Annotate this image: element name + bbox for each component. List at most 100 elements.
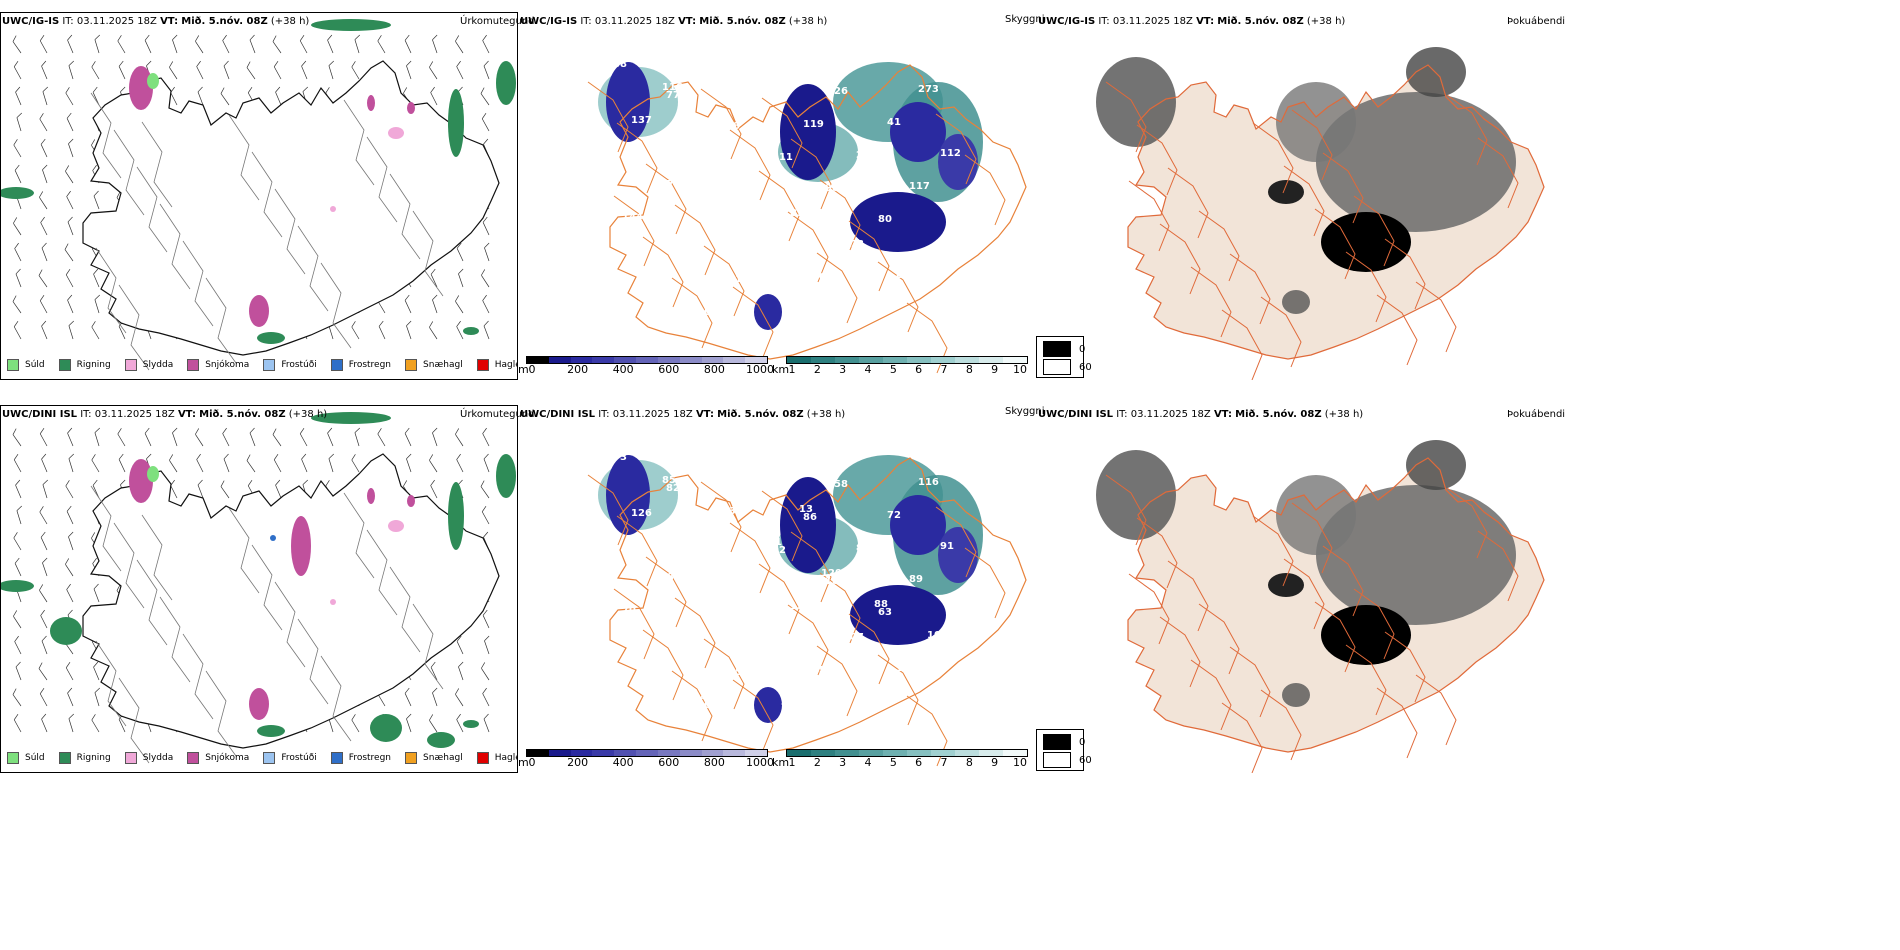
road-line <box>1190 266 1232 338</box>
road-line <box>613 195 655 267</box>
colorbar-cell <box>787 357 811 363</box>
wind-barb <box>272 428 282 447</box>
road-line <box>729 522 771 594</box>
wind-barb <box>68 453 75 473</box>
fog-legend: 0 60 <box>1036 336 1092 378</box>
river-line <box>95 640 127 727</box>
cloud-base-label: 13 <box>799 504 813 515</box>
wind-barb <box>246 61 256 80</box>
low-cloud-area <box>850 192 946 252</box>
cloud-base-label: 70 <box>622 605 636 616</box>
river-line <box>320 262 352 349</box>
road-line <box>703 638 745 710</box>
colorbar-cell <box>787 750 811 756</box>
road-line <box>1376 687 1418 759</box>
river-line <box>274 581 306 668</box>
wind-barb <box>484 242 490 262</box>
road-line <box>1314 601 1356 673</box>
wind-barb <box>40 216 48 236</box>
cloud-base-label: 137 <box>640 661 661 672</box>
low-cloud-area <box>890 102 946 162</box>
rain-area <box>427 732 455 748</box>
wind-barb <box>196 453 204 473</box>
wind-barb <box>39 295 48 314</box>
wind-barb <box>351 61 360 80</box>
cloud-base-label: 273 <box>918 84 939 95</box>
cloud-base-label: 85 <box>812 665 826 676</box>
fog-map <box>1096 440 1545 773</box>
wind-barb <box>430 661 438 681</box>
it-label: IT: <box>1098 16 1110 27</box>
wind-barb <box>39 506 48 525</box>
legend-item: Snjókoma <box>187 359 249 371</box>
colorbar-cell <box>907 357 931 363</box>
cloud-base-label: 77 <box>666 90 680 101</box>
road-line <box>1415 674 1457 746</box>
legend-item: Haglél <box>476 752 517 764</box>
wind-barb <box>483 713 490 733</box>
it-value: 03.11.2025 18Z <box>76 16 157 27</box>
legend-item: Rigning <box>58 359 111 371</box>
wind-barb <box>68 320 75 340</box>
legend-swatch <box>476 359 489 371</box>
legend-swatch <box>7 752 19 764</box>
fog-legend: 0 60 <box>1036 729 1092 771</box>
road-line <box>616 122 658 194</box>
cloud-base-label: 95 <box>728 667 742 678</box>
wind-barb <box>482 427 490 447</box>
snow-area <box>407 102 415 114</box>
river-line <box>412 210 444 297</box>
road-line <box>1446 487 1488 559</box>
river-line <box>90 485 122 572</box>
cloud-base-colorbar: m 0 200 400 600 800 1000 <box>518 356 774 378</box>
wind-barb <box>406 713 412 733</box>
road-line <box>1322 545 1364 617</box>
road-line <box>1345 251 1387 323</box>
wind-barb <box>456 60 464 80</box>
cloud-base-label: 72 <box>887 510 901 521</box>
colorbar-unit: m <box>518 363 529 376</box>
wind-barb <box>91 61 100 80</box>
model-name: UWC/DINI ISL <box>1038 409 1114 420</box>
it-value: 03.11.2025 18Z <box>594 16 675 27</box>
cloud-base-label: 108 <box>927 630 948 641</box>
fog-legend-high: 60 <box>1079 361 1092 373</box>
cloud-base-label: 67 <box>675 243 689 254</box>
wind-barb <box>222 427 230 447</box>
wind-barb <box>64 243 74 262</box>
lead-time: (+38 h) <box>1324 409 1364 420</box>
wind-barb <box>480 87 490 106</box>
model-name: UWC/IG-IS <box>520 16 578 27</box>
river-line <box>297 618 329 705</box>
it-label: IT: <box>1116 409 1128 420</box>
road-line <box>645 556 687 628</box>
colorbar-cell <box>907 750 931 756</box>
legend-swatch <box>263 752 276 764</box>
wind-barb <box>93 268 100 288</box>
wind-barb <box>328 453 335 473</box>
colorbar-cell <box>811 357 835 363</box>
cloud-base-label: 88 <box>613 59 627 70</box>
road-line <box>1229 253 1271 325</box>
cloud-base-label: 98 <box>706 603 720 614</box>
vt-label: VT: <box>1196 16 1215 27</box>
colorbar-cell <box>745 357 767 363</box>
colorbar-cell <box>745 750 767 756</box>
wind-barb <box>14 557 22 577</box>
cloud-base-label: 82 <box>666 483 680 494</box>
road-line <box>1384 238 1426 310</box>
vt-label: VT: <box>695 409 714 420</box>
wind-barb <box>118 453 126 473</box>
low-cloud-area <box>938 134 978 190</box>
wind-barb <box>169 454 178 473</box>
freezing-rain-area <box>270 535 276 541</box>
wind-barb <box>12 35 22 54</box>
river-line <box>182 633 214 720</box>
wind-barb <box>223 453 230 473</box>
river-line <box>343 492 375 579</box>
rain-area <box>257 725 285 737</box>
wind-barb <box>94 34 101 54</box>
wind-barb <box>327 34 334 54</box>
colorbar-tick: 7 <box>940 363 948 376</box>
lead-time: (+38 h) <box>806 409 846 420</box>
